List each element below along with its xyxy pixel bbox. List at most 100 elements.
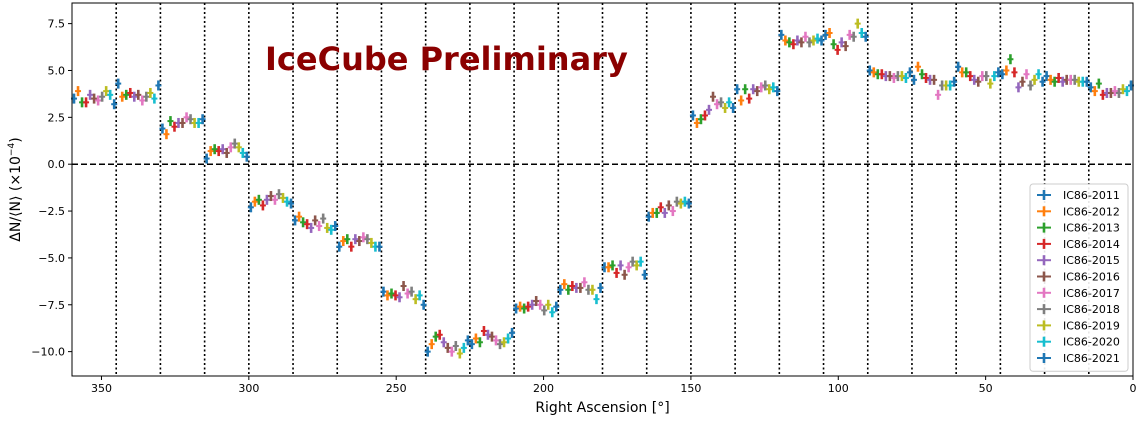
data-point	[296, 211, 303, 222]
data-point	[919, 69, 926, 80]
legend-label: IC86-2018	[1063, 303, 1120, 316]
data-point	[480, 326, 487, 337]
data-point	[211, 144, 218, 155]
data-point	[300, 217, 307, 228]
data-point	[352, 234, 359, 245]
data-point	[726, 97, 733, 108]
legend: IC86-2011 IC86-2012 IC86-2013 IC86-2014 IC86…	[1029, 183, 1129, 372]
data-point	[826, 27, 833, 38]
data-point	[633, 260, 640, 271]
data-point	[991, 71, 998, 82]
data-point	[931, 74, 938, 85]
data-point	[460, 342, 467, 353]
x-axis-label: Right Ascension [°]	[535, 400, 669, 416]
data-point	[738, 95, 745, 106]
data-point	[267, 191, 274, 202]
x-tick-label: 150	[680, 382, 701, 395]
data-point	[645, 211, 652, 222]
x-tick-label: 50	[979, 382, 993, 395]
data-point	[914, 61, 921, 72]
data-point	[492, 335, 499, 346]
data-point	[1027, 80, 1034, 91]
data-point	[1011, 67, 1018, 78]
data-point	[565, 284, 572, 295]
data-point	[199, 114, 206, 125]
data-point	[770, 82, 777, 93]
data-point	[657, 202, 664, 213]
data-point	[561, 279, 568, 290]
data-point	[231, 138, 238, 149]
data-point	[183, 112, 190, 123]
data-point	[380, 286, 387, 297]
data-point	[1055, 72, 1062, 83]
data-point	[730, 102, 737, 113]
data-point	[308, 222, 315, 233]
data-point	[227, 142, 234, 153]
data-point	[436, 329, 443, 340]
data-point	[1107, 87, 1114, 98]
data-point	[722, 102, 729, 113]
data-point	[1039, 76, 1046, 87]
data-point	[935, 89, 942, 100]
y-tick-label: −10.0	[31, 346, 65, 359]
data-point	[806, 37, 813, 48]
data-point	[963, 67, 970, 78]
legend-item: IC86-2014	[1037, 238, 1120, 251]
data-point	[665, 200, 672, 211]
data-point	[609, 260, 616, 271]
legend-item: IC86-2019	[1037, 319, 1120, 332]
data-point	[416, 290, 423, 301]
data-point	[271, 194, 278, 205]
data-point	[127, 87, 134, 98]
data-point	[235, 142, 242, 153]
x-tick-label: 350	[91, 382, 112, 395]
data-point	[388, 288, 395, 299]
data-point	[135, 89, 142, 100]
data-point	[1091, 86, 1098, 97]
data-point	[629, 256, 636, 267]
data-point	[1015, 82, 1022, 93]
data-point	[677, 198, 684, 209]
y-tick-label: −7.5	[38, 299, 65, 312]
data-point	[187, 114, 194, 125]
data-point	[428, 339, 435, 350]
data-point	[424, 346, 431, 357]
data-point	[1071, 74, 1078, 85]
legend-label: IC86-2020	[1063, 336, 1120, 349]
data-point	[131, 91, 138, 102]
data-point	[999, 69, 1006, 80]
data-point	[1087, 82, 1094, 93]
data-point	[1007, 54, 1014, 65]
data-point	[569, 281, 576, 292]
data-point	[742, 84, 749, 95]
data-point	[798, 37, 805, 48]
y-tick-label: 5.0	[48, 64, 66, 77]
legend-label: IC86-2017	[1063, 287, 1120, 300]
data-point	[541, 305, 548, 316]
data-point	[115, 78, 122, 89]
data-point	[107, 89, 114, 100]
legend-item: IC86-2021	[1037, 352, 1120, 365]
data-point	[472, 333, 479, 344]
data-point	[179, 117, 186, 128]
data-point	[320, 213, 327, 224]
data-point	[714, 99, 721, 110]
x-tick-label: 250	[386, 382, 407, 395]
data-point	[505, 333, 512, 344]
data-point	[207, 146, 214, 157]
data-point	[782, 35, 789, 46]
data-point	[171, 121, 178, 132]
plot-frame	[71, 2, 1134, 377]
y-axis-label: ΔN/⟨N⟩ (×10−4)	[7, 137, 24, 241]
data-point	[617, 260, 624, 271]
data-point	[219, 144, 226, 155]
data-point	[862, 31, 869, 42]
data-point	[392, 290, 399, 301]
data-point	[259, 200, 266, 211]
data-point	[706, 104, 713, 115]
data-point	[412, 294, 419, 305]
data-point	[814, 33, 821, 44]
data-point	[898, 71, 905, 82]
data-point	[1035, 69, 1042, 80]
